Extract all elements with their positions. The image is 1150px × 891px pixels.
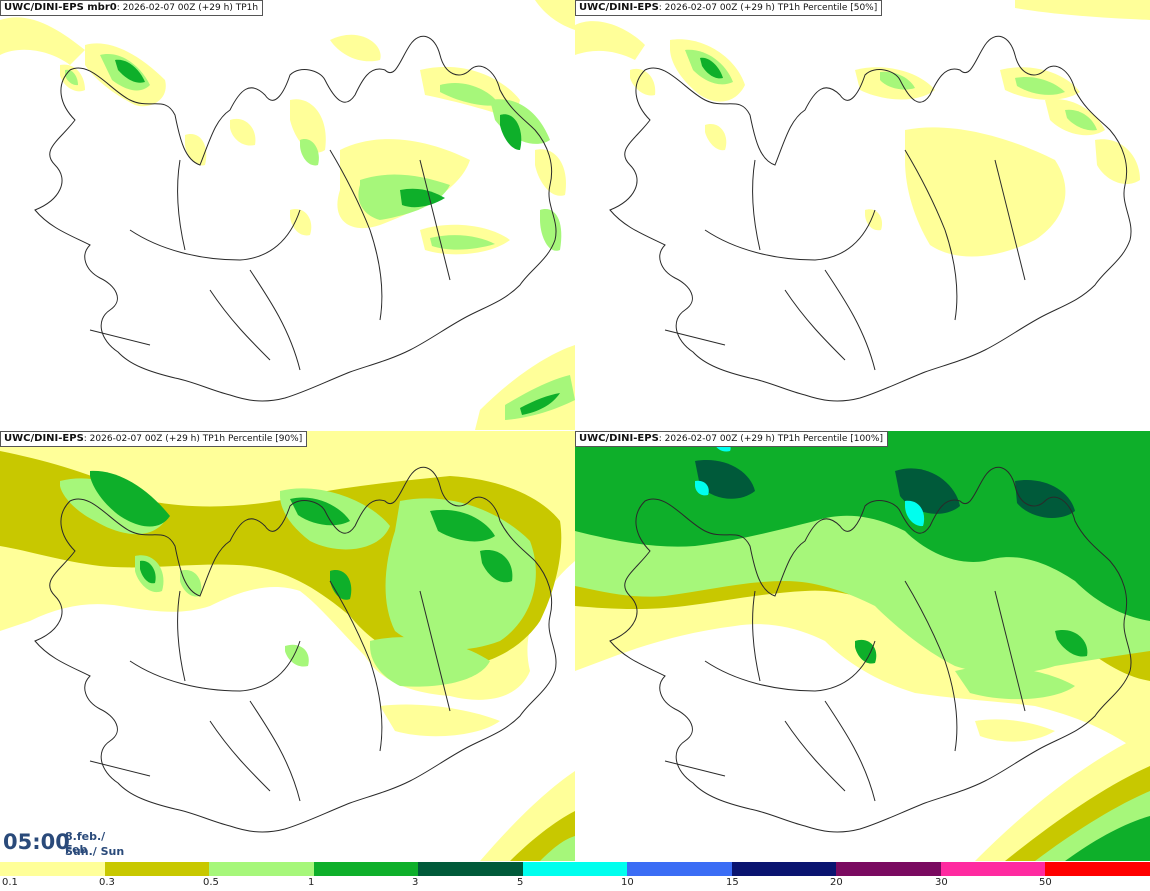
model-label: UWC/DINI-EPS — [579, 433, 659, 444]
colorbar-segment — [522, 862, 628, 876]
colorbar-segment — [209, 862, 314, 876]
map-panel-p100: UWC/DINI-EPS: 2026-02-07 00Z (+29 h) TP1… — [575, 431, 1150, 861]
colorbar-segment — [627, 862, 732, 876]
colorbar-tick-label: 5 — [517, 877, 524, 888]
colorbar-segment — [731, 862, 837, 876]
iceland-coastline — [34, 466, 557, 833]
colorbar-tick-label: 50 — [1039, 877, 1052, 888]
colorbar-ticks: 0.1 0.3 0.5 1 3 5 10 15 20 30 50 — [0, 877, 1150, 891]
map-panel-p90: UWC/DINI-EPS: 2026-02-07 00Z (+29 h) TP1… — [0, 431, 575, 861]
precip-map-p90 — [0, 431, 575, 861]
colorbar-tick-label: 15 — [726, 877, 739, 888]
precip-fields — [575, 431, 1150, 861]
colorbar-tick-label: 1 — [308, 877, 315, 888]
map-panel-mbr0: UWC/DINI-EPS mbr0: 2026-02-07 00Z (+29 h… — [0, 0, 575, 430]
colorbar-segment — [836, 862, 941, 876]
colorbar-tick-label: 0.5 — [203, 877, 219, 888]
colorbar-tick-label: 30 — [935, 877, 948, 888]
colorbar-segment — [0, 862, 105, 876]
precip-fields — [0, 0, 575, 430]
model-label: UWC/DINI-EPS — [4, 433, 84, 444]
iceland-coastline — [609, 466, 1132, 833]
model-label: UWC/DINI-EPS mbr0 — [4, 2, 117, 13]
precip-map-p100 — [575, 431, 1150, 861]
colorbar-tick-label: 10 — [621, 877, 634, 888]
colorbar-tick-label: 20 — [830, 877, 843, 888]
model-label: UWC/DINI-EPS — [579, 2, 659, 13]
panel-title: UWC/DINI-EPS mbr0: 2026-02-07 00Z (+29 h… — [0, 0, 264, 16]
precip-map-mbr0 — [0, 0, 575, 430]
run-label: : 2026-02-07 00Z (+29 h) TP1h Percentile… — [658, 3, 878, 13]
colorbar-segment — [418, 862, 523, 876]
precip-fields — [575, 0, 1150, 257]
run-label: : 2026-02-07 00Z (+29 h) TP1h Percentile… — [658, 434, 883, 444]
colorbar-segment — [313, 862, 419, 876]
colorbar-segment — [940, 862, 1046, 876]
run-label: : 2026-02-07 00Z (+29 h) TP1h — [116, 3, 259, 13]
panel-title: UWC/DINI-EPS: 2026-02-07 00Z (+29 h) TP1… — [0, 431, 308, 447]
colorbar-tick-label: 0.1 — [2, 877, 18, 888]
run-label: : 2026-02-07 00Z (+29 h) TP1h Percentile… — [83, 434, 303, 444]
iceland-coastline — [34, 35, 557, 402]
precip-colorbar — [0, 862, 1150, 876]
panel-title: UWC/DINI-EPS: 2026-02-07 00Z (+29 h) TP1… — [575, 431, 888, 447]
colorbar-tick-label: 0.3 — [99, 877, 115, 888]
map-panel-p50: UWC/DINI-EPS: 2026-02-07 00Z (+29 h) TP1… — [575, 0, 1150, 430]
valid-time: 05:00 — [3, 830, 70, 854]
valid-time-box: 05:00 8.feb./ Feb Sun./ Sun — [0, 826, 130, 862]
colorbar-segment — [104, 862, 210, 876]
colorbar-segment — [1045, 862, 1150, 876]
precip-fields — [0, 431, 575, 861]
precip-map-p50 — [575, 0, 1150, 402]
valid-weekday: Sun./ Sun — [65, 845, 125, 858]
panel-title: UWC/DINI-EPS: 2026-02-07 00Z (+29 h) TP1… — [575, 0, 883, 16]
colorbar-tick-label: 3 — [412, 877, 419, 888]
iceland-coastline — [609, 35, 1132, 402]
valid-date: 8.feb./ Feb — [65, 830, 106, 856]
